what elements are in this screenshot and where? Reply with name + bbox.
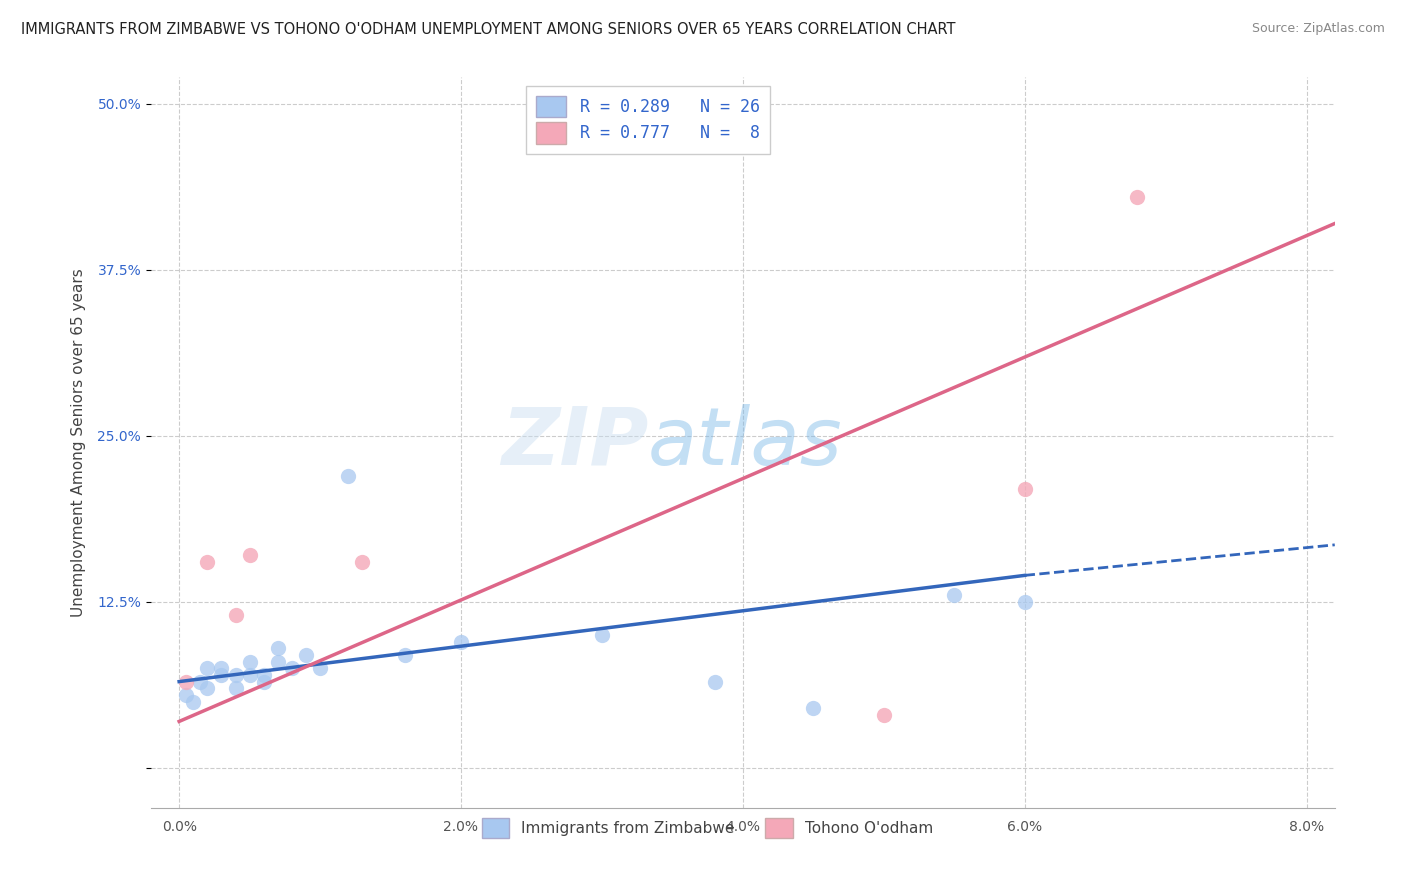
Text: atlas: atlas [648, 403, 844, 482]
Y-axis label: Unemployment Among Seniors over 65 years: Unemployment Among Seniors over 65 years [72, 268, 86, 617]
Text: ZIP: ZIP [501, 403, 648, 482]
Legend: Immigrants from Zimbabwe, Tohono O'odham: Immigrants from Zimbabwe, Tohono O'odham [475, 812, 939, 844]
Text: Source: ZipAtlas.com: Source: ZipAtlas.com [1251, 22, 1385, 36]
Text: IMMIGRANTS FROM ZIMBABWE VS TOHONO O'ODHAM UNEMPLOYMENT AMONG SENIORS OVER 65 YE: IMMIGRANTS FROM ZIMBABWE VS TOHONO O'ODH… [21, 22, 956, 37]
